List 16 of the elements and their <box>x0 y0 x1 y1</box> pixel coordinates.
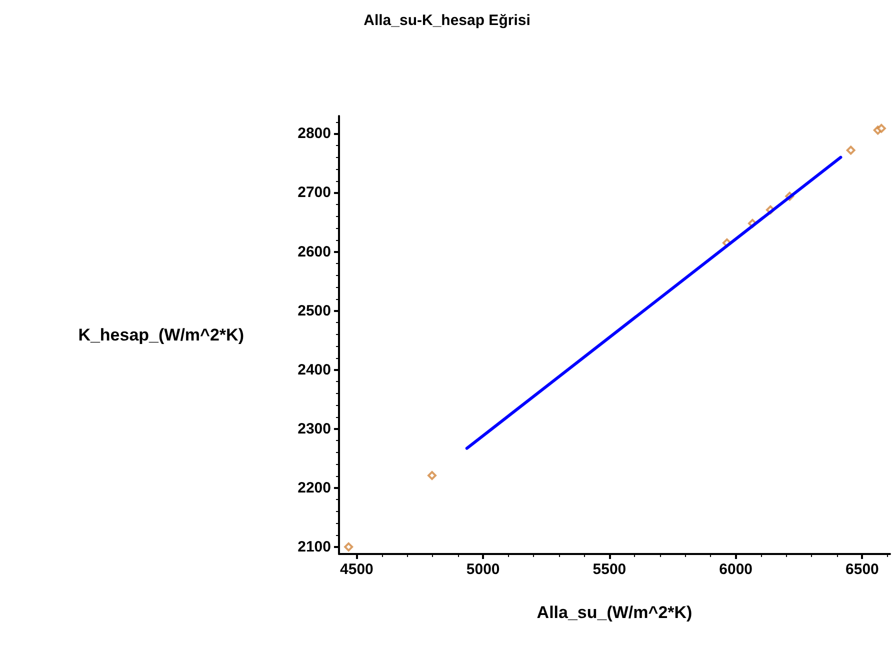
x-tick-label: 6000 <box>719 561 753 578</box>
y-axis-title: K_hesap_(W/m^2*K) <box>78 326 244 344</box>
x-tick-label: 5000 <box>466 561 500 578</box>
y-tick-label: 2700 <box>298 184 331 202</box>
y-tick-label: 2400 <box>298 361 331 378</box>
x-tick-label: 4500 <box>340 561 374 578</box>
x-tick-label: 5500 <box>592 561 626 578</box>
y-tick-label: 2600 <box>298 243 331 260</box>
y-tick-label: 2500 <box>298 302 331 320</box>
x-axis-title: Alla_su_(W/m^2*K) <box>536 603 692 622</box>
chart-title: Alla_su-K_hesap Eğrisi <box>364 12 530 29</box>
y-tick-label: 2800 <box>298 125 331 142</box>
x-tick-label: 6500 <box>846 561 879 578</box>
y-tick-label: 2100 <box>298 538 331 556</box>
y-tick-label: 2200 <box>298 479 331 496</box>
y-tick-label: 2300 <box>298 420 331 438</box>
